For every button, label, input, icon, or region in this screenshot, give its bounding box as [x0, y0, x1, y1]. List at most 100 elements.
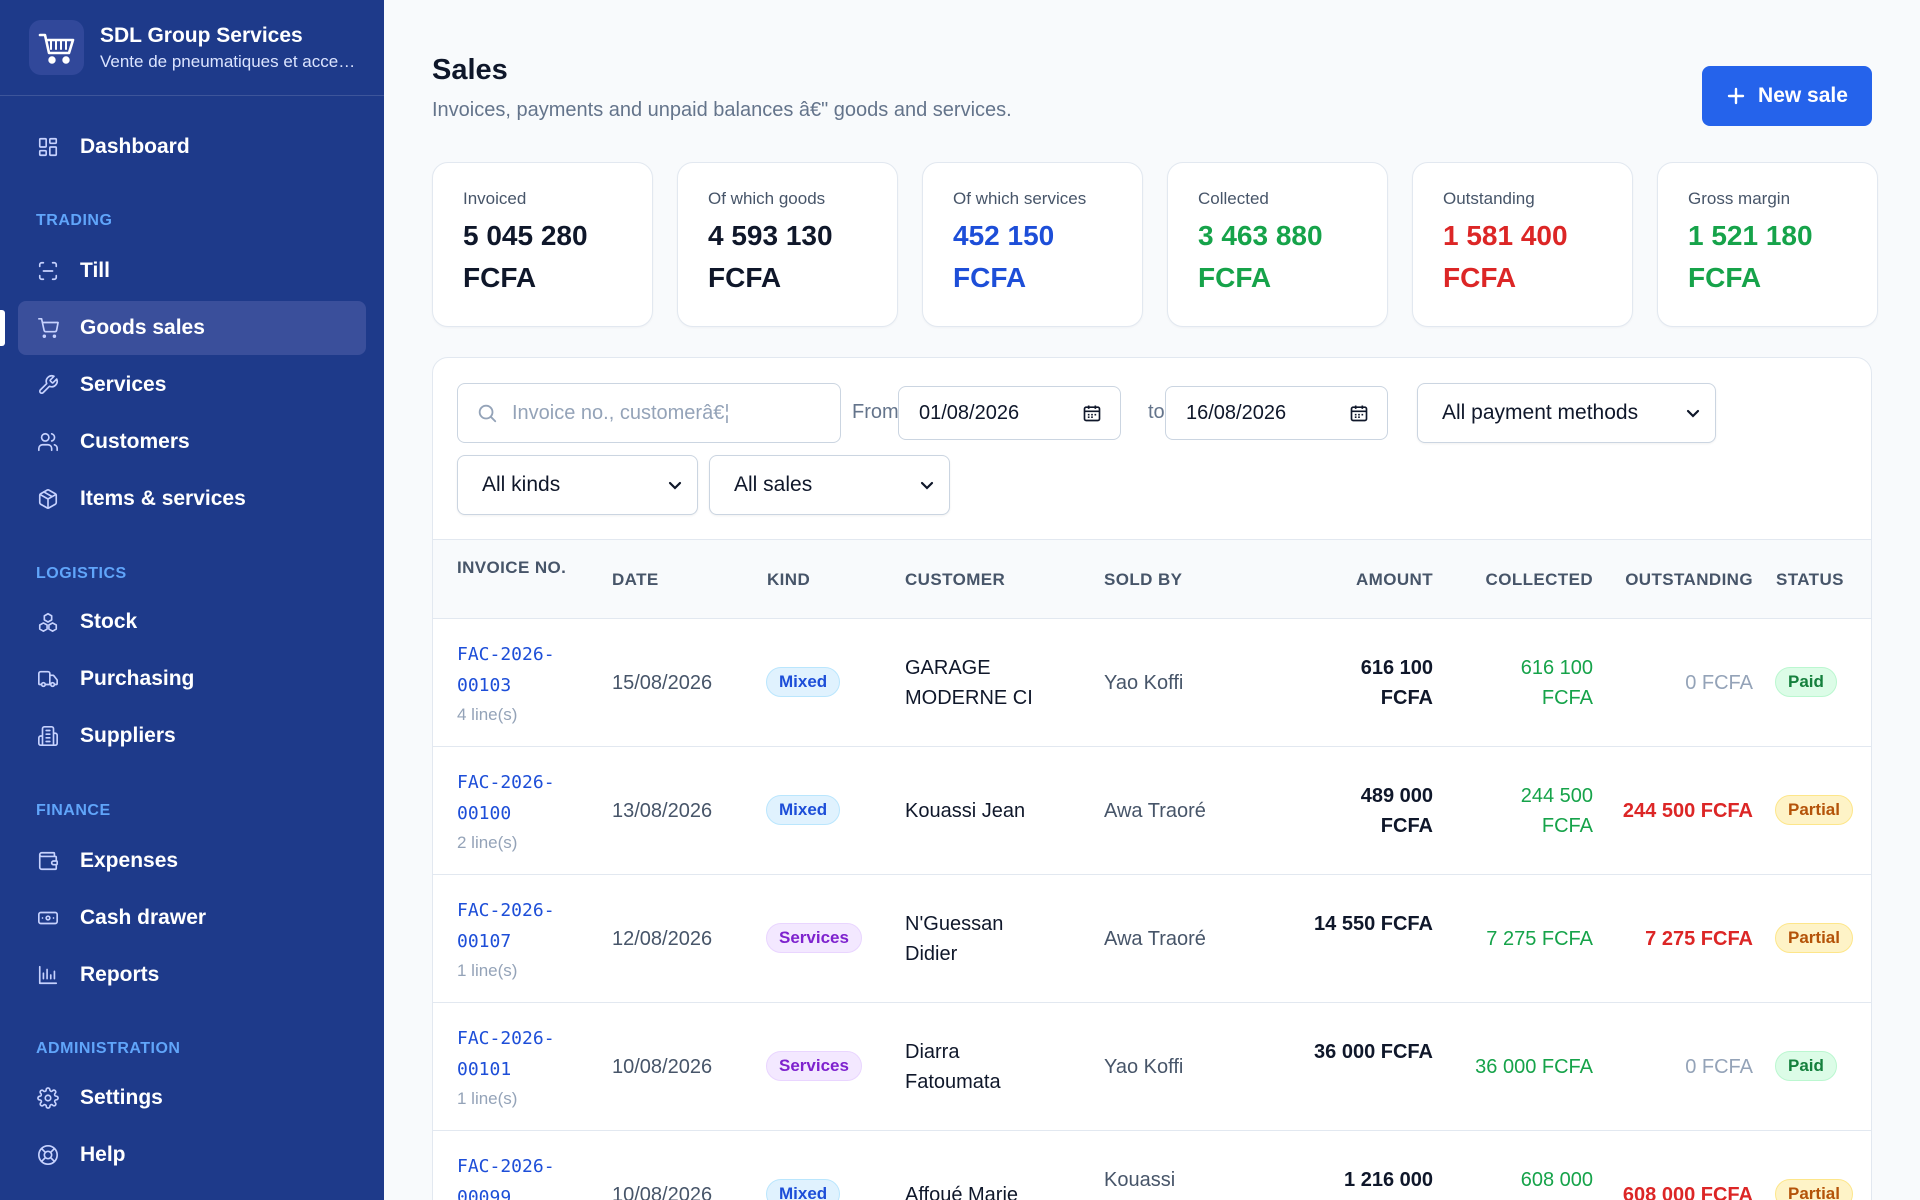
to-label: to [1148, 401, 1165, 423]
col-invoice[interactable]: INVOICE NO. [457, 558, 567, 577]
col-outstanding[interactable]: OUTSTANDING [1625, 570, 1753, 589]
package-icon [36, 487, 60, 511]
seller-name: Awa Traoré [1104, 800, 1206, 822]
calendar-icon[interactable] [1082, 403, 1102, 423]
stat-card-collected: Collected 3 463 880 FCFA [1167, 162, 1388, 327]
table-row[interactable]: FAC-2026-00100 2 line(s) 13/08/2026 Mixe… [433, 747, 1871, 875]
cart-icon [36, 316, 60, 340]
stat-label: Invoiced [463, 189, 527, 208]
invoice-link[interactable]: FAC-2026-00101 [457, 1028, 555, 1080]
from-date-input[interactable]: 01/08/2026 [898, 386, 1121, 440]
nav-label: Items & services [80, 487, 246, 510]
nav-label: Services [80, 373, 167, 396]
seller-name: Kouassi [1104, 1169, 1176, 1191]
sale-date: 12/08/2026 [612, 928, 713, 950]
nav-label: Reports [80, 963, 160, 986]
calendar-icon[interactable] [1349, 403, 1369, 423]
customer-name: Affoué Marie [905, 1184, 1019, 1200]
nav-till[interactable]: Till [18, 244, 366, 298]
table-row[interactable]: FAC-2026-00101 1 line(s) 10/08/2026 Serv… [433, 1003, 1871, 1131]
nav-settings[interactable]: Settings [18, 1071, 366, 1125]
nav-expenses[interactable]: Expenses [18, 834, 366, 888]
chevron-down-icon [920, 481, 934, 490]
outstanding-amount: 608 000 FCFA [1622, 1184, 1753, 1200]
kind-badge: Mixed [766, 1179, 841, 1200]
invoice-link[interactable]: FAC-2026-00100 [457, 772, 555, 824]
kind-select[interactable]: All kinds [457, 455, 698, 515]
nav-label: Purchasing [80, 667, 195, 690]
nav-customers[interactable]: Customers [18, 415, 366, 469]
chevron-down-icon [668, 481, 682, 490]
table-row[interactable]: FAC-2026-00103 4 line(s) 15/08/2026 Mixe… [433, 619, 1871, 747]
invoice-link[interactable]: FAC-2026-00103 [457, 644, 555, 696]
sales-value: All sales [734, 473, 813, 496]
col-amount[interactable]: AMOUNT [1356, 570, 1433, 589]
col-collected[interactable]: COLLECTED [1485, 570, 1593, 589]
stat-card-invoiced: Invoiced 5 045 280 FCFA [432, 162, 653, 327]
status-badge: Paid [1775, 1051, 1837, 1081]
nav-services[interactable]: Services [18, 358, 366, 412]
sale-amount: 616 100 FCFA [1360, 657, 1433, 709]
brand-header: SDL Group Services Vente de pneumatiques… [0, 0, 384, 96]
invoice-lines: 1 line(s) [457, 1089, 518, 1108]
collected-amount: 616 100 FCFA [1520, 657, 1593, 709]
nav-label: Suppliers [80, 724, 176, 747]
main-content: Sales Invoices, payments and unpaid bala… [384, 0, 1920, 1200]
from-date-value: 01/08/2026 [919, 401, 1020, 424]
new-sale-button[interactable]: New sale [1702, 66, 1872, 126]
sale-date: 10/08/2026 [612, 1056, 713, 1078]
page-subtitle: Invoices, payments and unpaid balances â… [432, 99, 1012, 121]
col-date[interactable]: DATE [612, 570, 659, 589]
status-badge: Paid [1775, 667, 1837, 697]
payment-method-value: All payment methods [1442, 401, 1639, 424]
kind-badge: Services [766, 1051, 862, 1081]
search-input[interactable] [512, 401, 832, 425]
nav-suppliers[interactable]: Suppliers [18, 709, 366, 763]
nav-goods-sales[interactable]: Goods sales [18, 301, 366, 355]
collected-amount: 36 000 FCFA [1475, 1056, 1593, 1078]
invoice-link[interactable]: FAC-2026-00107 [457, 900, 555, 952]
sale-amount: 1 216 000 [1344, 1169, 1433, 1191]
nav-cash-drawer[interactable]: Cash drawer [18, 891, 366, 945]
stat-value: 452 150 FCFA [953, 220, 1055, 293]
payment-method-select[interactable]: All payment methods [1417, 383, 1716, 443]
sales-panel: From 01/08/2026 to 16/08/2026 All paymen… [432, 357, 1872, 1200]
nav-help[interactable]: Help [18, 1128, 366, 1182]
kind-badge: Mixed [766, 667, 841, 697]
chevron-down-icon [1686, 409, 1700, 418]
nav-items-services[interactable]: Items & services [18, 472, 366, 526]
collected-amount: 244 500 FCFA [1520, 785, 1593, 837]
nav-reports[interactable]: Reports [18, 948, 366, 1002]
to-date-input[interactable]: 16/08/2026 [1165, 386, 1388, 440]
outstanding-amount: 7 275 FCFA [1645, 928, 1753, 950]
nav-stock[interactable]: Stock [18, 595, 366, 649]
sales-select[interactable]: All sales [709, 455, 950, 515]
col-kind[interactable]: KIND [767, 570, 811, 589]
table-row[interactable]: FAC-2026-00107 1 line(s) 12/08/2026 Serv… [433, 875, 1871, 1003]
nav-section-finance: FINANCE [36, 802, 111, 819]
dashboard-icon [36, 135, 60, 159]
stats-cards: Invoiced 5 045 280 FCFA Of which goods 4… [432, 162, 1878, 327]
from-label: From [852, 401, 899, 423]
nav-purchasing[interactable]: Purchasing [18, 652, 366, 706]
invoice-link[interactable]: FAC-2026-00099 [457, 1156, 555, 1200]
scan-icon [36, 259, 60, 283]
col-sold-by[interactable]: SOLD BY [1104, 570, 1183, 589]
search-box[interactable] [457, 383, 841, 443]
stat-value: 4 593 130 FCFA [708, 220, 833, 293]
status-badge: Partial [1775, 923, 1853, 953]
nav-section-trading: TRADING [36, 212, 113, 229]
customer-name: Diarra Fatoumata [905, 1041, 1001, 1093]
col-status[interactable]: STATUS [1776, 570, 1844, 589]
nav-label: Cash drawer [80, 906, 207, 929]
stat-value: 5 045 280 FCFA [463, 220, 588, 293]
bar-chart-icon [36, 963, 60, 987]
nav-label: Help [80, 1143, 126, 1166]
stat-card-gross-margin: Gross margin 1 521 180 FCFA [1657, 162, 1878, 327]
col-customer[interactable]: CUSTOMER [905, 570, 1006, 589]
banknote-icon [36, 906, 60, 930]
nav-dashboard[interactable]: Dashboard [18, 120, 366, 174]
sale-date: 13/08/2026 [612, 800, 713, 822]
nav-section-logistics: LOGISTICS [36, 565, 127, 582]
table-row[interactable]: FAC-2026-00099 10/08/2026 Mixed Affoué M… [433, 1131, 1871, 1200]
